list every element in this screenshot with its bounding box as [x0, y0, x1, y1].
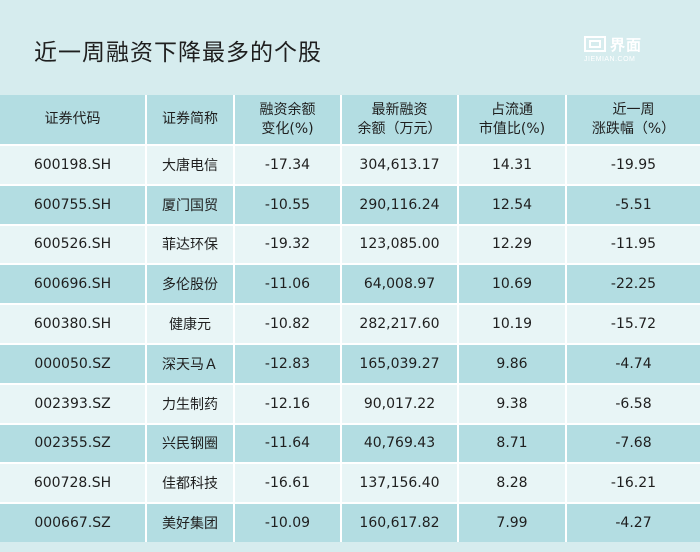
- cell-balance-change: -11.06: [233, 264, 341, 305]
- cell-float-ratio: 10.69: [457, 264, 566, 305]
- cell-name: 美好集团: [145, 503, 234, 542]
- jiemian-logo: 界面 JIEMIAN.COM: [584, 34, 656, 68]
- cell-code: 000667.SZ: [0, 503, 146, 542]
- cell-float-ratio: 7.99: [457, 503, 566, 542]
- logo-mark-icon: [584, 36, 606, 52]
- table-row: 002393.SZ 力生制药 -12.16 90,017.22 9.38 -6.58: [0, 383, 700, 424]
- cell-name: 兴民钢圈: [145, 423, 234, 464]
- cell-latest-balance: 304,613.17: [340, 145, 458, 185]
- cell-name: 佳都科技: [145, 463, 234, 504]
- col-header-name: 证券简称: [145, 95, 234, 145]
- cell-float-ratio: 8.28: [457, 463, 566, 504]
- cell-name: 大唐电信: [145, 145, 234, 185]
- cell-code: 600755.SH: [0, 184, 146, 225]
- col-header-latest-balance: 最新融资 余额（万元）: [340, 95, 458, 145]
- table-row: 600526.SH 菲达环保 -19.32 123,085.00 12.29 -11.95: [0, 224, 700, 265]
- cell-float-ratio: 9.86: [457, 343, 566, 384]
- page-title: 近一周融资下降最多的个股: [34, 40, 322, 66]
- col-header-code: 证券代码: [0, 95, 146, 145]
- cell-weekly-change: -15.72: [565, 304, 700, 344]
- table-row: 000667.SZ 美好集团 -10.09 160,617.82 7.99 -4.27: [0, 503, 700, 542]
- cell-latest-balance: 282,217.60: [340, 304, 458, 344]
- cell-weekly-change: -4.27: [565, 503, 700, 542]
- cell-name: 多伦股份: [145, 264, 234, 305]
- table-row: 600696.SH 多伦股份 -11.06 64,008.97 10.69 -22.25: [0, 264, 700, 305]
- table-row: 600198.SH 大唐电信 -17.34 304,613.17 14.31 -19.95: [0, 145, 700, 185]
- cell-latest-balance: 40,769.43: [340, 423, 458, 464]
- cell-name: 深天马Ａ: [145, 343, 234, 384]
- cell-name: 力生制药: [145, 383, 234, 424]
- col-header-weekly-change: 近一周 涨跌幅（%）: [565, 95, 700, 145]
- table-header-row: 证券代码 证券简称 融资余额 变化(%) 最新融资 余额（万元） 占流通 市值比(%)…: [0, 95, 700, 145]
- cell-balance-change: -16.61: [233, 463, 341, 504]
- cell-weekly-change: -19.95: [565, 145, 700, 185]
- cell-weekly-change: -6.58: [565, 383, 700, 424]
- cell-balance-change: -19.32: [233, 224, 341, 265]
- cell-float-ratio: 12.29: [457, 224, 566, 265]
- cell-float-ratio: 10.19: [457, 304, 566, 344]
- table-row: 600755.SH 厦门国贸 -10.55 290,116.24 12.54 -5.51: [0, 184, 700, 225]
- table-row: 600380.SH 健康元 -10.82 282,217.60 10.19 -15.72: [0, 304, 700, 344]
- cell-code: 600198.SH: [0, 145, 146, 185]
- cell-float-ratio: 9.38: [457, 383, 566, 424]
- cell-latest-balance: 160,617.82: [340, 503, 458, 542]
- cell-name: 菲达环保: [145, 224, 234, 265]
- cell-code: 002355.SZ: [0, 423, 146, 464]
- table-row: 000050.SZ 深天马Ａ -12.83 165,039.27 9.86 -4.74: [0, 343, 700, 384]
- cell-code: 600728.SH: [0, 463, 146, 504]
- cell-balance-change: -10.82: [233, 304, 341, 344]
- cell-weekly-change: -22.25: [565, 264, 700, 305]
- cell-code: 000050.SZ: [0, 343, 146, 384]
- cell-weekly-change: -5.51: [565, 184, 700, 225]
- cell-balance-change: -12.83: [233, 343, 341, 384]
- table-row: 600728.SH 佳都科技 -16.61 137,156.40 8.28 -16.21: [0, 463, 700, 504]
- cell-latest-balance: 123,085.00: [340, 224, 458, 265]
- cell-weekly-change: -16.21: [565, 463, 700, 504]
- stock-table: 证券代码 证券简称 融资余额 变化(%) 最新融资 余额（万元） 占流通 市值比(%)…: [0, 95, 700, 542]
- cell-code: 002393.SZ: [0, 383, 146, 424]
- cell-latest-balance: 137,156.40: [340, 463, 458, 504]
- cell-code: 600696.SH: [0, 264, 146, 305]
- cell-balance-change: -10.09: [233, 503, 341, 542]
- cell-weekly-change: -7.68: [565, 423, 700, 464]
- cell-latest-balance: 290,116.24: [340, 184, 458, 225]
- cell-weekly-change: -4.74: [565, 343, 700, 384]
- logo-name: 界面: [610, 36, 643, 54]
- cell-weekly-change: -11.95: [565, 224, 700, 265]
- cell-code: 600380.SH: [0, 304, 146, 344]
- logo-domain: JIEMIAN.COM: [584, 56, 636, 63]
- col-header-balance-change: 融资余额 变化(%): [233, 95, 341, 145]
- cell-float-ratio: 8.71: [457, 423, 566, 464]
- cell-latest-balance: 64,008.97: [340, 264, 458, 305]
- table-row: 002355.SZ 兴民钢圈 -11.64 40,769.43 8.71 -7.68: [0, 423, 700, 464]
- cell-balance-change: -11.64: [233, 423, 341, 464]
- cell-name: 健康元: [145, 304, 234, 344]
- cell-latest-balance: 165,039.27: [340, 343, 458, 384]
- cell-float-ratio: 12.54: [457, 184, 566, 225]
- cell-balance-change: -12.16: [233, 383, 341, 424]
- cell-code: 600526.SH: [0, 224, 146, 265]
- col-header-float-ratio: 占流通 市值比(%): [457, 95, 566, 145]
- cell-balance-change: -10.55: [233, 184, 341, 225]
- cell-float-ratio: 14.31: [457, 145, 566, 185]
- table-body: 600198.SH 大唐电信 -17.34 304,613.17 14.31 -19.95…: [0, 145, 700, 542]
- cell-name: 厦门国贸: [145, 184, 234, 225]
- cell-balance-change: -17.34: [233, 145, 341, 185]
- cell-latest-balance: 90,017.22: [340, 383, 458, 424]
